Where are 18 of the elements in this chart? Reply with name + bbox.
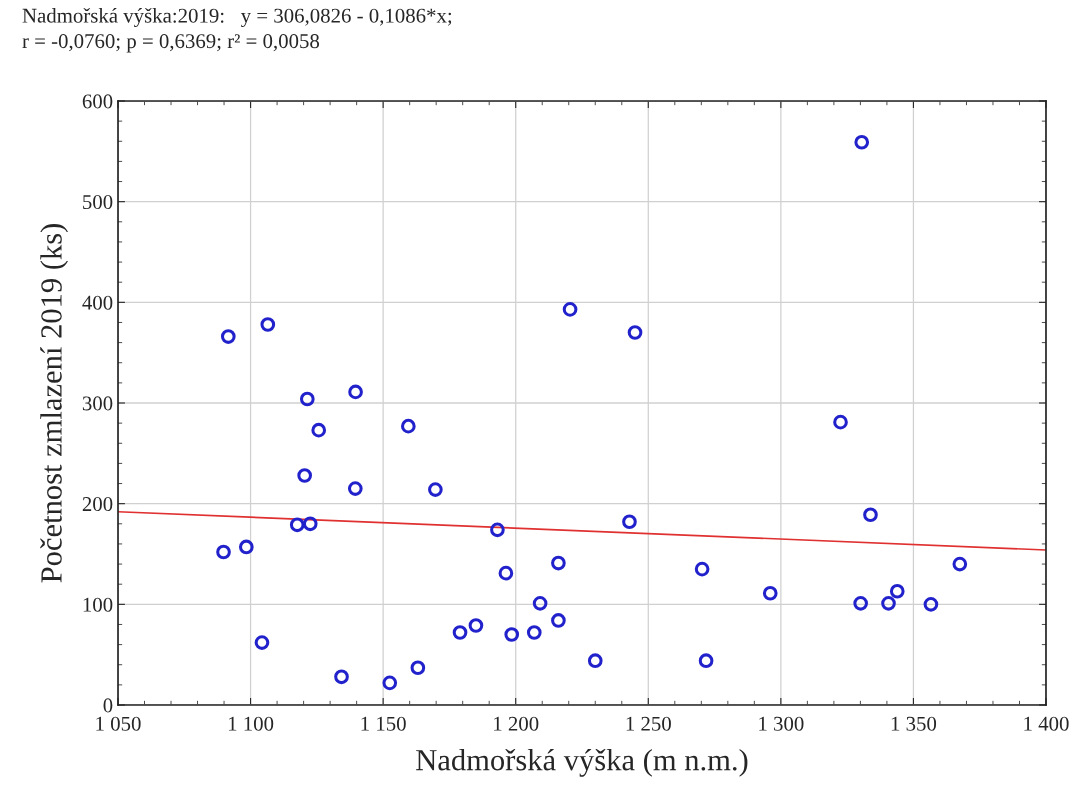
y-axis-title: Početnost zmlazení 2019 (ks) [40, 224, 68, 583]
y-tick-label: 400 [82, 295, 113, 310]
x-tick-label: 1 400 [1024, 716, 1069, 731]
x-tick-label: 1 100 [228, 716, 274, 731]
x-axis-title: Nadmořská výška (m n.m.) [416, 748, 748, 777]
y-tick-label: 600 [82, 94, 113, 109]
x-tick-label: 1 250 [626, 716, 671, 731]
chart-title: Nadmořská výška:2019: y = 306,0826 - 0,1086*x; r = -0,0760; p = 0,6369; r² = 0,0058 [22, 8, 452, 53]
y-tick-label: 300 [82, 396, 113, 411]
y-tick-label: 500 [83, 195, 113, 210]
x-tick-label: 1 350 [891, 716, 937, 731]
x-tick-label: 1 150 [361, 716, 406, 731]
y-tick-label: 100 [83, 597, 113, 612]
x-tick-label: 1 300 [759, 716, 804, 731]
y-tick-label: 0 [103, 698, 113, 713]
x-tick-label: 1 200 [494, 716, 539, 731]
x-tick-label: 1 050 [96, 716, 141, 731]
y-tick-label: 200 [82, 497, 113, 512]
